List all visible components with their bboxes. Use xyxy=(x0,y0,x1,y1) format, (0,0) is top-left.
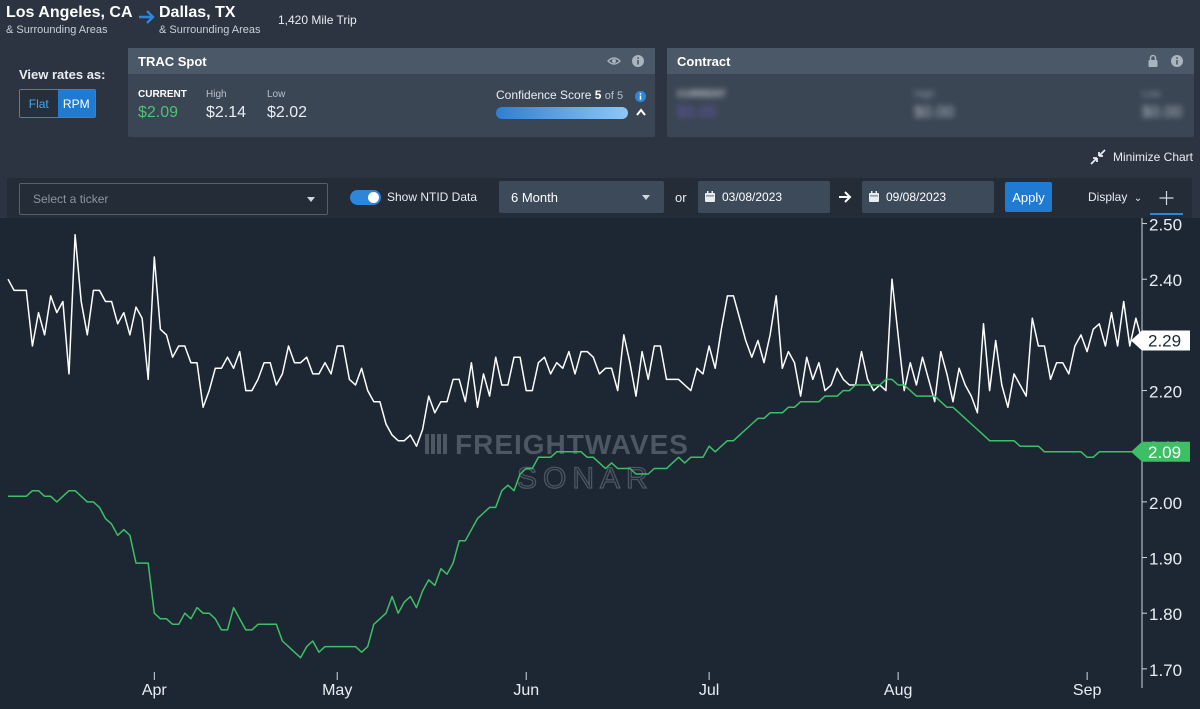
origin-area: & Surrounding Areas xyxy=(6,24,108,36)
y-tick-label: 1.70 xyxy=(1149,661,1182,680)
high-value: $2.14 xyxy=(206,104,247,121)
flat-option[interactable]: Flat xyxy=(20,90,58,117)
destination-city: Dallas, TX xyxy=(159,4,236,21)
y-tick-label: 2.20 xyxy=(1149,383,1182,402)
confidence-of: of 5 xyxy=(604,90,624,102)
last-value-label: 2.29 xyxy=(1148,331,1181,350)
line-chart-svg: FREIGHTWAVES SONAR 2.502.402.302.202.102… xyxy=(7,218,1190,699)
y-tick-label: 2.00 xyxy=(1149,494,1182,513)
trac-spot-title: TRAC Spot xyxy=(138,53,207,69)
low-label: Low xyxy=(267,89,286,100)
contract-title: Contract xyxy=(677,53,731,69)
lock-icon xyxy=(1148,54,1158,67)
high-label: High xyxy=(206,89,227,100)
watermark-line2: SONAR xyxy=(517,462,654,495)
current-value: $2.09 xyxy=(138,104,179,121)
contract-high-value: $0.00 xyxy=(914,104,955,121)
minimize-chart-button[interactable]: Minimize Chart xyxy=(1089,148,1193,166)
current-label: CURRENT xyxy=(138,89,187,100)
destination-area: & Surrounding Areas xyxy=(159,24,261,36)
display-label: Display xyxy=(1088,190,1128,204)
contract-card: Contract CURRENT $0.00 High $0.00 Low $0… xyxy=(667,48,1194,137)
watermark: FREIGHTWAVES SONAR xyxy=(425,429,689,496)
end-date-input[interactable]: 09/08/2023 xyxy=(862,181,994,213)
chevron-down-icon xyxy=(307,197,315,202)
arrow-right-icon xyxy=(139,10,155,24)
series-line-white xyxy=(7,233,1143,447)
chevron-down-icon: ⌄ xyxy=(1133,193,1143,204)
display-menu[interactable]: Display ⌄ xyxy=(1088,190,1142,204)
watermark-logo-icon xyxy=(425,434,447,454)
y-tick-label: 2.50 xyxy=(1149,218,1182,235)
end-date-value: 09/08/2023 xyxy=(886,190,947,204)
crosshair-icon xyxy=(1159,191,1174,205)
last-value-marker xyxy=(1131,330,1190,351)
y-tick-label: 1.80 xyxy=(1149,605,1182,624)
low-value: $2.02 xyxy=(267,104,308,121)
confidence-info-icon[interactable] xyxy=(634,90,647,103)
last-value-marker xyxy=(1131,441,1190,462)
y-tick-label: 2.40 xyxy=(1149,271,1182,290)
minimize-icon xyxy=(1090,149,1106,165)
info-icon[interactable] xyxy=(1170,54,1184,68)
x-tick-label: Jul xyxy=(699,682,719,699)
series-line-green xyxy=(8,378,1142,659)
confidence-value: 5 xyxy=(594,88,602,102)
trip-distance: 1,420 Mile Trip xyxy=(278,13,357,27)
eye-icon[interactable] xyxy=(607,54,621,68)
confidence-label: Confidence Score xyxy=(496,88,592,102)
watermark-line1: FREIGHTWAVES xyxy=(455,429,689,460)
ticker-select[interactable]: Select a ticker xyxy=(19,183,328,215)
view-rates-label: View rates as: xyxy=(19,67,106,82)
origin-city: Los Angeles, CA xyxy=(6,4,133,21)
rpm-option[interactable]: RPM xyxy=(57,90,95,117)
apply-button[interactable]: Apply xyxy=(1005,182,1052,212)
x-tick-label: Sep xyxy=(1073,682,1102,699)
rate-type-toggle[interactable]: Flat RPM xyxy=(19,89,96,118)
contract-high-label: High xyxy=(914,89,935,100)
confidence-score: Confidence Score 5 of 5 xyxy=(496,88,623,102)
confidence-bar xyxy=(496,107,628,119)
contract-current-value: $0.00 xyxy=(677,104,718,121)
x-tick-label: May xyxy=(322,682,352,699)
contract-current-label: CURRENT xyxy=(677,89,726,100)
last-value-label: 2.09 xyxy=(1148,443,1181,462)
x-tick-label: Apr xyxy=(142,682,168,699)
ticker-placeholder: Select a ticker xyxy=(33,192,109,206)
chevron-down-icon xyxy=(642,195,650,200)
arrow-right-icon xyxy=(839,191,852,203)
calendar-icon xyxy=(869,191,879,202)
x-tick-label: Jun xyxy=(513,682,539,699)
crosshair-button[interactable] xyxy=(1150,183,1183,215)
trac-spot-card: TRAC Spot CURRENT $2.09 High $2.14 Low $… xyxy=(128,48,655,137)
start-date-input[interactable]: 03/08/2023 xyxy=(698,181,830,213)
info-icon[interactable] xyxy=(631,54,645,68)
ntid-label: Show NTID Data xyxy=(387,190,478,204)
period-select[interactable]: 6 Month xyxy=(499,181,664,213)
contract-low-label: Low xyxy=(1142,89,1161,100)
calendar-icon xyxy=(705,191,715,202)
chart-toolbar: Select a ticker Show NTID Data 6 Month o… xyxy=(7,178,1192,218)
price-chart[interactable]: FREIGHTWAVES SONAR 2.502.402.302.202.102… xyxy=(0,218,1200,709)
ntid-toggle[interactable] xyxy=(350,190,381,205)
x-tick-label: Aug xyxy=(884,682,912,699)
minimize-chart-label: Minimize Chart xyxy=(1113,150,1194,164)
contract-low-value: $0.00 xyxy=(1142,104,1183,121)
start-date-value: 03/08/2023 xyxy=(722,190,783,204)
chevron-up-icon[interactable] xyxy=(635,106,647,118)
y-tick-label: 1.90 xyxy=(1149,550,1182,569)
period-value: 6 Month xyxy=(511,189,558,205)
or-label: or xyxy=(675,190,687,205)
